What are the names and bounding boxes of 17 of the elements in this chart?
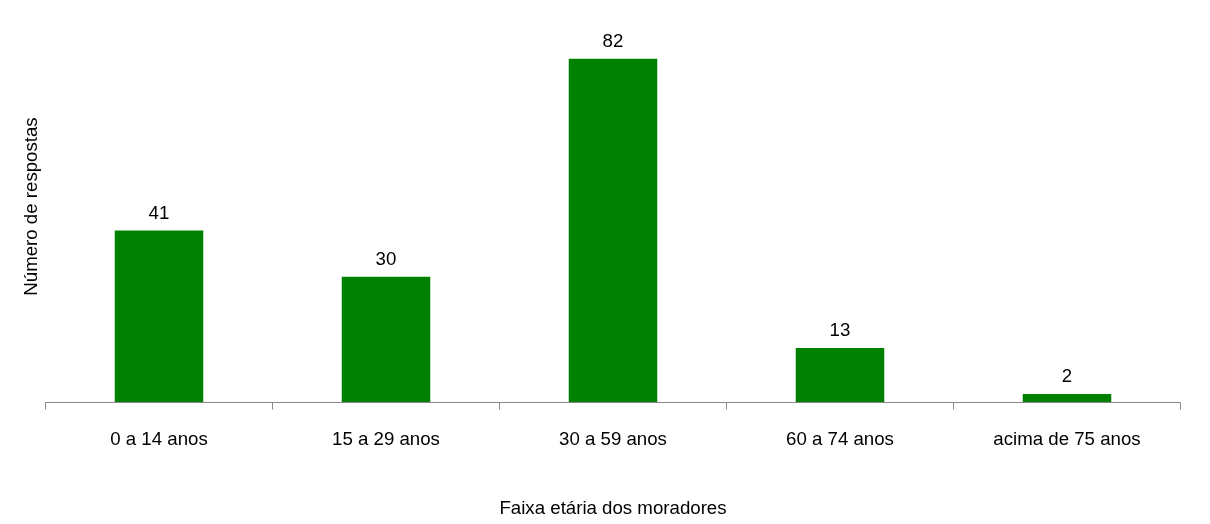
data-label: 2 <box>1061 365 1073 387</box>
bar <box>795 347 885 403</box>
bar <box>1022 394 1112 403</box>
x-tick-label: 15 a 29 anos <box>332 427 440 449</box>
data-label: 30 <box>375 247 397 269</box>
x-axis-title: Faixa etária dos moradores <box>499 496 727 518</box>
bar <box>341 276 431 403</box>
x-tick-label: 0 a 14 anos <box>110 427 208 449</box>
data-label: 82 <box>602 29 624 51</box>
x-tick-label: 30 a 59 anos <box>559 427 667 449</box>
bar <box>114 230 204 403</box>
y-axis-title: Número de respostas <box>19 117 41 296</box>
bar <box>568 58 658 403</box>
x-tick-label: 60 a 74 anos <box>786 427 894 449</box>
data-label: 41 <box>148 201 170 223</box>
x-tick-label: acima de 75 anos <box>993 427 1141 449</box>
data-label: 13 <box>829 318 851 340</box>
